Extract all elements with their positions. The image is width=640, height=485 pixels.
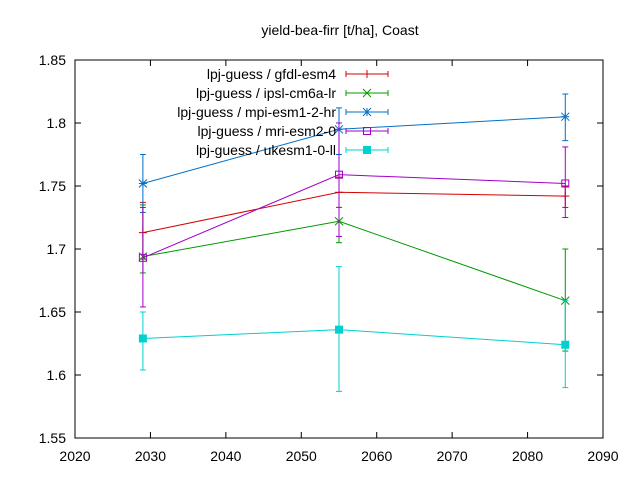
legend-label: lpj-guess / gfdl-esm4: [207, 66, 336, 82]
chart-title: yield-bea-firr [t/ha], Coast: [261, 22, 418, 38]
y-tick-label: 1.65: [39, 304, 66, 320]
legend-entry: lpj-guess / ukesm1-0-ll: [196, 142, 389, 158]
data-point: [561, 340, 570, 349]
data-point: [561, 179, 570, 188]
x-tick-label: 2040: [210, 448, 241, 464]
series-5: [138, 266, 570, 392]
legend-entry: lpj-guess / ipsl-cm6a-lr: [196, 85, 389, 101]
legend-label: lpj-guess / mri-esm2-0: [198, 123, 337, 139]
data-point-d2: [138, 179, 148, 188]
legend-entry: lpj-guess / mri-esm2-0: [198, 123, 389, 139]
series-4: [138, 122, 570, 308]
y-tick-label: 1.85: [39, 52, 66, 68]
x-tick-label: 2030: [135, 448, 166, 464]
data-point: [335, 325, 343, 334]
x-tick-label: 2090: [587, 448, 618, 464]
legend-entry: lpj-guess / mpi-esm1-2-hr: [177, 104, 389, 120]
series-line: [142, 174, 566, 259]
legend-label: lpj-guess / mpi-esm1-2-hr: [177, 104, 336, 120]
data-point: [138, 253, 147, 262]
y-tick-label: 1.7: [47, 241, 67, 257]
x-tick-label: 2060: [361, 448, 392, 464]
data-point-d2: [560, 112, 570, 122]
x-tick-label: 2070: [437, 448, 468, 464]
legend-entry: lpj-guess / gfdl-esm4: [207, 66, 389, 82]
y-tick-label: 1.75: [39, 178, 66, 194]
legend-marker-d2: [362, 107, 372, 117]
y-tick-label: 1.55: [39, 430, 66, 446]
legend-marker: [363, 146, 371, 154]
data-point: [138, 334, 147, 343]
x-tick-label: 2050: [286, 448, 317, 464]
legend-label: lpj-guess / ipsl-cm6a-lr: [196, 85, 336, 101]
legend-marker-d2: [362, 88, 372, 98]
x-tick-label: 2020: [59, 448, 90, 464]
x-tick-label: 2080: [512, 448, 543, 464]
legend-marker: [363, 127, 371, 135]
y-tick-label: 1.8: [47, 115, 67, 131]
y-tick-label: 1.6: [47, 367, 67, 383]
legend-label: lpj-guess / ukesm1-0-ll: [196, 142, 336, 158]
data-point: [335, 170, 343, 179]
